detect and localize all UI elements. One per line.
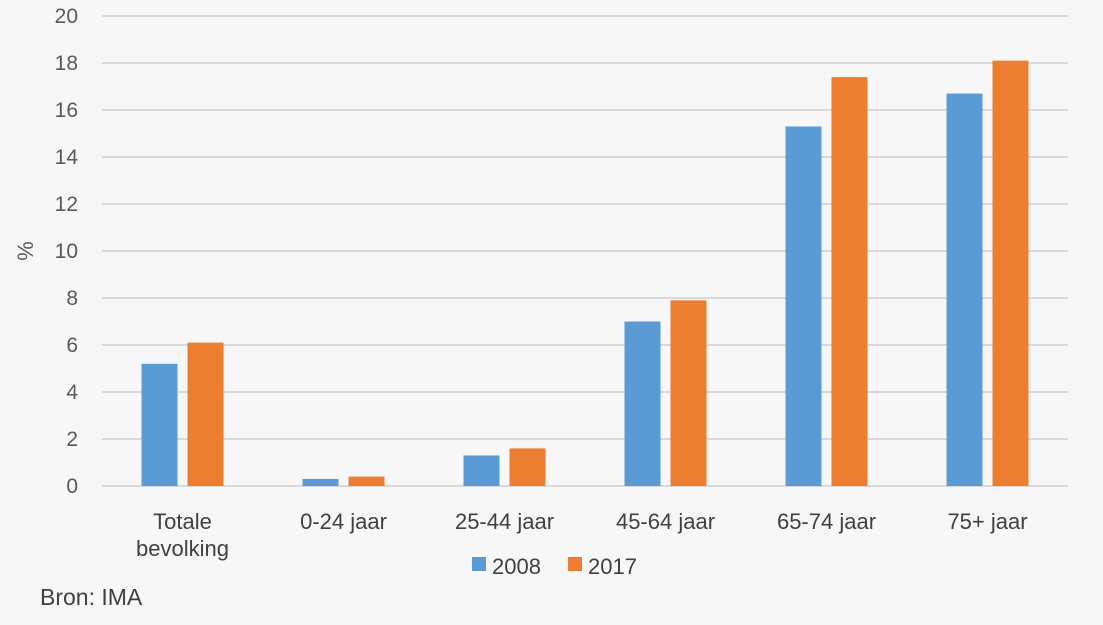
bar-2017 — [348, 476, 385, 486]
legend-label-2017: 2017 — [588, 554, 637, 579]
legend-label-2008: 2008 — [492, 554, 541, 579]
y-tick-label: 4 — [66, 381, 78, 404]
bar-2008 — [302, 478, 339, 486]
y-tick-label: 16 — [55, 99, 78, 122]
y-tick-label: 8 — [66, 287, 78, 310]
bar-2017 — [509, 448, 546, 486]
y-tick-label: 18 — [55, 52, 78, 75]
legend-swatch-2008 — [472, 557, 486, 571]
source-note: Bron: IMA — [40, 584, 143, 610]
bar-2017 — [992, 60, 1029, 487]
bar-2017 — [670, 300, 707, 486]
y-tick-label: 0 — [66, 475, 78, 498]
bar-2017 — [831, 77, 868, 486]
category-label: bevolking — [136, 536, 229, 561]
y-tick-label: 2 — [66, 428, 78, 451]
category-label: 65-74 jaar — [777, 509, 876, 534]
legend-swatch-2017 — [568, 557, 582, 571]
bar-2008 — [946, 93, 983, 487]
category-label: Totale — [153, 509, 212, 534]
bar-2017 — [187, 342, 224, 486]
y-tick-label: 14 — [55, 146, 79, 169]
y-axis-label: % — [13, 241, 38, 261]
y-tick-label: 10 — [55, 240, 78, 263]
category-label: 45-64 jaar — [616, 509, 715, 534]
y-tick-label: 20 — [55, 5, 78, 28]
bar-2008 — [141, 363, 178, 486]
bar-2008 — [463, 455, 500, 486]
category-label: 75+ jaar — [947, 509, 1027, 534]
y-tick-label: 12 — [55, 193, 78, 216]
bar-2008 — [624, 321, 661, 486]
category-label: 25-44 jaar — [455, 509, 554, 534]
y-tick-label: 6 — [66, 334, 78, 357]
bar-2008 — [785, 126, 822, 486]
category-label: 0-24 jaar — [300, 509, 387, 534]
